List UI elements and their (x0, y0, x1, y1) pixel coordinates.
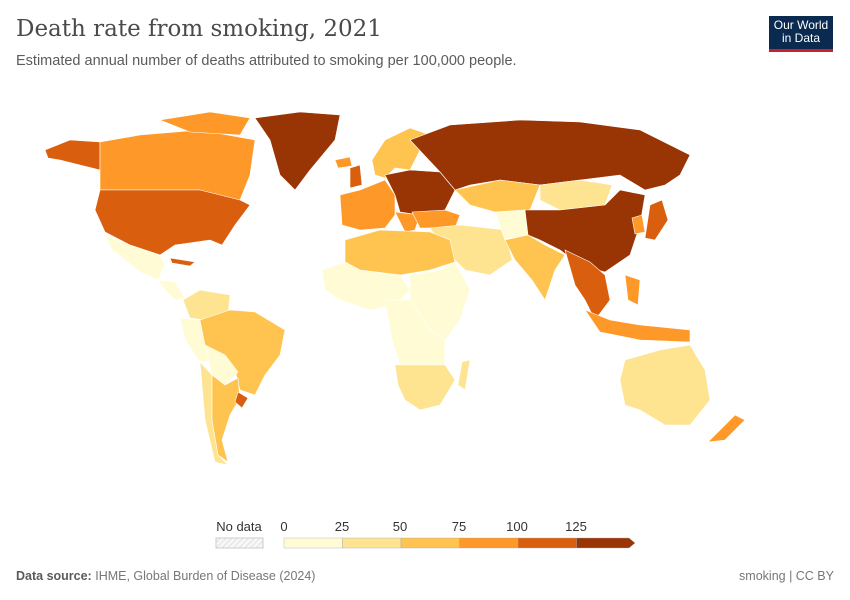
region-italy-balkans[interactable] (394, 211, 421, 233)
legend-bin[interactable] (517, 537, 577, 549)
legend-bin[interactable] (283, 537, 343, 549)
region-japan[interactable] (644, 199, 669, 241)
license[interactable]: smoking | CC BY (739, 569, 834, 583)
region-korea[interactable] (631, 214, 646, 235)
region-philippines[interactable] (624, 274, 641, 306)
region-australia[interactable] (619, 344, 711, 426)
world-map (44, 111, 746, 466)
region-bolivia-paraguay[interactable] (204, 344, 239, 386)
legend-tick: 25 (334, 519, 350, 534)
chart-title: Death rate from smoking, 2021 (16, 16, 382, 42)
region-uk[interactable] (349, 164, 363, 189)
legend-tick: 50 (392, 519, 408, 534)
region-china[interactable] (524, 189, 646, 273)
legend-tick: 100 (506, 519, 528, 534)
region-argentina[interactable] (211, 374, 241, 463)
region-canada[interactable] (99, 129, 256, 201)
legend: No data 0 25 50 75 100 125 (0, 515, 850, 555)
region-canada-islands[interactable] (158, 111, 251, 136)
region-iceland[interactable] (334, 156, 353, 169)
region-turkey-caucasus[interactable] (411, 209, 461, 229)
region-southern-africa[interactable] (394, 364, 456, 411)
owid-logo[interactable]: Our World in Data (769, 16, 833, 52)
region-india[interactable] (504, 234, 566, 301)
legend-no-data-swatch (215, 537, 264, 549)
legend-bin[interactable] (459, 537, 519, 549)
region-russia[interactable] (409, 119, 691, 191)
region-north-africa[interactable] (344, 229, 456, 276)
region-greenland[interactable] (254, 111, 341, 191)
region-uruguay[interactable] (234, 391, 249, 409)
region-madagascar[interactable] (457, 359, 471, 391)
region-southeast-asia[interactable] (564, 249, 611, 321)
legend-tick: 0 (280, 519, 288, 534)
region-usa[interactable] (94, 189, 251, 256)
footer-source: Data source: IHME, Global Burden of Dise… (16, 569, 315, 583)
chart-subtitle: Estimated annual number of deaths attrib… (16, 53, 517, 69)
region-central-america[interactable] (157, 279, 186, 301)
source-label: Data source: (16, 569, 92, 583)
region-western-europe[interactable] (339, 179, 396, 231)
legend-bin[interactable] (400, 537, 460, 549)
source-link[interactable]: IHME, Global Burden of Disease (2024) (95, 569, 316, 583)
region-indonesia[interactable] (584, 309, 691, 343)
region-new-zealand[interactable] (707, 414, 746, 443)
legend-bin[interactable] (576, 537, 636, 549)
region-alaska[interactable] (44, 139, 101, 171)
region-west-africa[interactable] (321, 261, 411, 311)
legend-tick: 125 (565, 519, 587, 534)
legend-bin[interactable] (342, 537, 402, 549)
region-cuba[interactable] (169, 257, 196, 267)
legend-tick: 75 (451, 519, 467, 534)
legend-no-data-label: No data (216, 519, 262, 534)
